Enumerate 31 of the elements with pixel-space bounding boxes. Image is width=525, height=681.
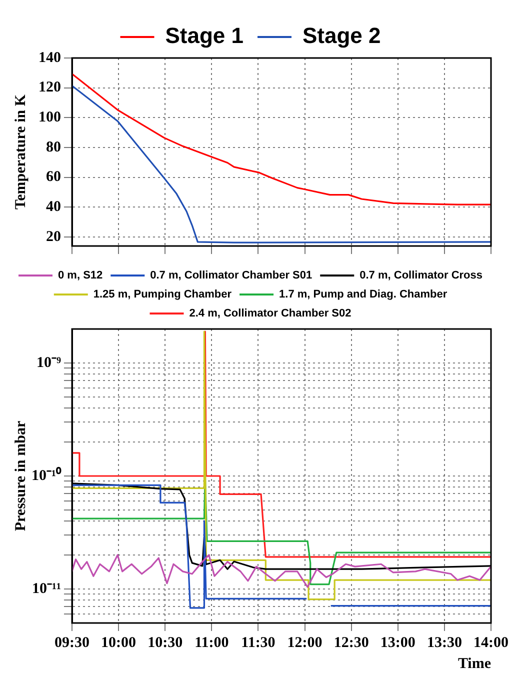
y-tick-label: 10⁻¹¹ [32,580,61,597]
x-tick-label: 12:00 [287,634,322,651]
x-tick-label: 10:00 [101,634,136,651]
x-tick-label: 13:00 [380,634,416,651]
x-tick-label: 09:30 [54,634,90,651]
x-axis-title: Time [458,656,492,672]
y-tick-label: 40 [46,199,61,216]
y-tick-label: 80 [46,139,61,156]
legend-label: 1.25 m, Pumping Chamber [93,288,232,301]
x-tick-label: 13:30 [426,634,462,651]
y-axis-title: Temperature in K [12,94,29,210]
x-tick-label: 11:00 [194,634,229,651]
legend-label: 1.7 m, Pump and Diag. Chamber [279,288,448,301]
x-tick-label: 14:00 [474,634,508,651]
x-tick-label: 11:30 [241,634,276,651]
y-tick-label: 140 [38,50,61,66]
y-tick-label: 60 [46,169,61,186]
y-tick-label: 10⁻¹⁰ [32,466,62,484]
legend-label: Stage 1 [165,23,244,48]
y-tick-label: 100 [38,110,61,126]
legend-label: 2.4 m, Collimator Chamber S02 [189,308,352,320]
y-tick-label: 120 [38,80,61,96]
y-axis-title: Pressure in mbar [12,420,29,532]
x-tick-label: 12:30 [334,634,369,651]
y-tick-label: 10⁻⁹ [36,354,62,371]
legend-label: Stage 2 [302,23,381,48]
legend-label: 0.7 m, Collimator Chamber S01 [150,270,312,282]
legend-label: 0 m, S12 [58,270,103,282]
y-tick-label: 20 [46,228,61,245]
x-tick-label: 10:30 [148,634,183,651]
legend-label: 0.7 m, Collimator Cross [360,270,483,282]
